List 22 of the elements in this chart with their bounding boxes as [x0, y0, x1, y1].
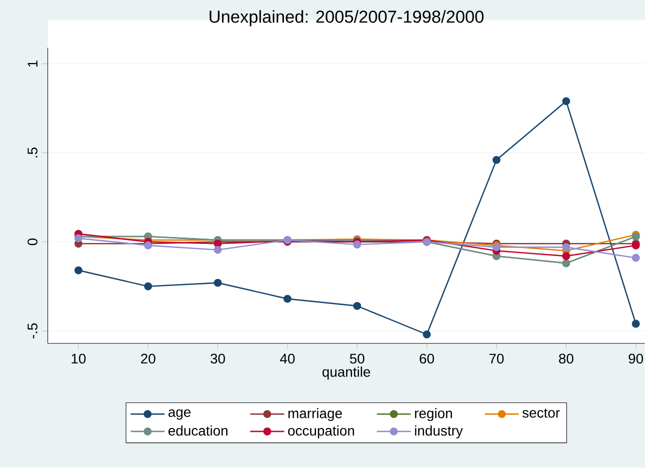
x-tick-label: 50: [350, 354, 364, 364]
x-tick-label: 40: [280, 354, 295, 364]
x-tick-label: 10: [72, 354, 86, 364]
y-tick-label: 0: [28, 238, 38, 246]
y-tick-label: 1: [28, 60, 38, 67]
legend-label: industry: [415, 426, 463, 439]
legend-label: age: [168, 409, 191, 420]
legend-label: occupation: [288, 426, 354, 439]
legend-label: sector: [522, 408, 560, 418]
x-tick-label: 90: [628, 354, 644, 364]
legend-label: region: [415, 408, 452, 422]
y-tick-label: -.5: [28, 323, 38, 338]
x-tick-label: 20: [141, 354, 156, 364]
legend-label: education: [168, 426, 228, 436]
x-tick-label: 30: [210, 354, 225, 364]
y-tick-label: .5: [28, 148, 38, 158]
x-axis-title: quantile: [322, 366, 370, 380]
x-tick-label: 70: [489, 354, 504, 364]
chart-title: Unexplained: 2005/2007-1998/2000: [210, 10, 484, 26]
legend-label: marriage: [288, 408, 342, 422]
x-tick-label: 80: [559, 354, 574, 364]
x-tick-label: 60: [420, 354, 434, 364]
